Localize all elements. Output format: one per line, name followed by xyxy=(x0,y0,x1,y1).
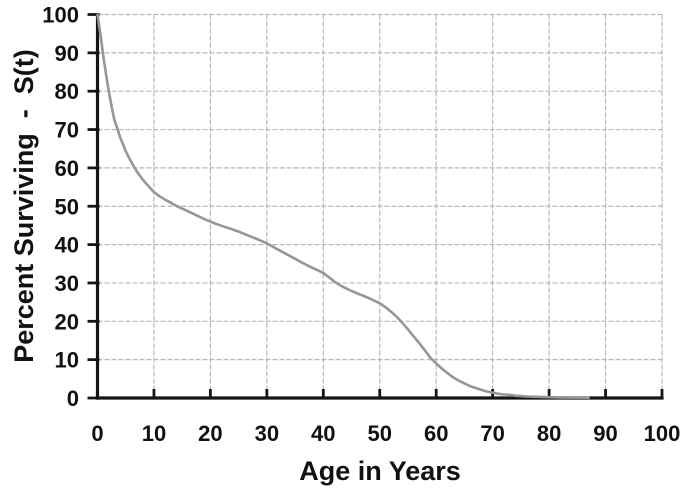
x-tick-label: 70 xyxy=(480,421,504,446)
x-tick-label: 20 xyxy=(198,421,222,446)
x-axis-title: Age in Years xyxy=(299,456,461,486)
x-tick-label: 50 xyxy=(368,421,392,446)
x-tick-label: 90 xyxy=(593,421,617,446)
x-tick-label: 10 xyxy=(142,421,166,446)
y-tick-label: 70 xyxy=(55,118,79,143)
x-tick-label: 30 xyxy=(255,421,279,446)
y-axis-title: Percent Surviving - S(t) xyxy=(9,49,39,363)
y-tick-label: 50 xyxy=(55,194,79,219)
gridlines xyxy=(97,13,663,398)
y-tick-label: 40 xyxy=(55,233,79,258)
y-tick-label: 0 xyxy=(67,386,79,411)
tick-labels: 0 10 20 30 40 50 60 70 80 90 100 0 10 20 30 40 50 60 70 80 9… xyxy=(42,3,680,447)
x-tick-label: 0 xyxy=(91,421,103,446)
y-tick-label: 20 xyxy=(55,309,79,334)
survival-curve xyxy=(96,13,590,400)
y-tick-label: 80 xyxy=(55,79,79,104)
y-tick-label: 30 xyxy=(55,271,79,296)
x-tick-label: 60 xyxy=(424,421,448,446)
x-tick-label: 80 xyxy=(537,421,561,446)
y-tick-label: 100 xyxy=(42,3,79,28)
x-tick-label: 40 xyxy=(311,421,335,446)
y-tick-label: 90 xyxy=(55,41,79,66)
y-tick-label: 10 xyxy=(55,348,79,373)
x-tick-label: 100 xyxy=(644,421,681,446)
y-tick-label: 60 xyxy=(55,156,79,181)
